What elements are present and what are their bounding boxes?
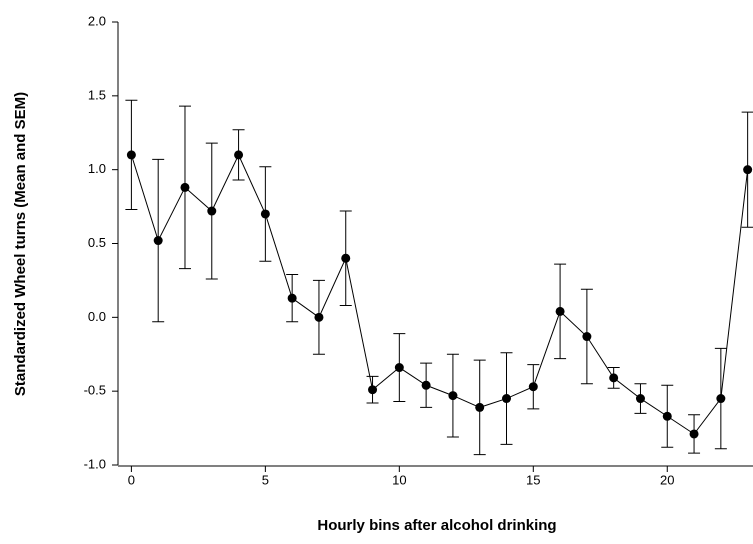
data-point (180, 182, 190, 192)
data-point (341, 253, 351, 263)
data-point (662, 411, 672, 421)
data-point (635, 394, 645, 404)
data-point (153, 236, 163, 246)
data-line (130, 153, 749, 435)
x-tick-label: 15 (526, 472, 540, 487)
data-point (475, 402, 485, 412)
data-point (260, 209, 270, 219)
data-point (314, 312, 324, 322)
data-point (528, 382, 538, 392)
data-point (689, 429, 699, 439)
data-point (743, 165, 753, 175)
y-axis-title: Standardized Wheel turns (Mean and SEM) (12, 92, 29, 396)
y-tick-label: -1.0 (84, 456, 106, 471)
data-point (126, 150, 136, 160)
y-tick-label: 1.0 (88, 161, 106, 176)
data-point (287, 293, 297, 303)
data-point (448, 391, 458, 401)
data-point (609, 373, 619, 383)
x-tick-label: 0 (128, 472, 135, 487)
x-tick-label: 10 (392, 472, 406, 487)
data-point (368, 385, 378, 395)
data-point (502, 394, 512, 404)
y-tick-label: 0.0 (88, 309, 106, 324)
x-tick-label: 20 (660, 472, 674, 487)
x-axis-title: Hourly bins after alcohol drinking (317, 517, 556, 534)
y-tick-label: 2.0 (88, 13, 106, 28)
data-point (555, 306, 565, 316)
data-point (207, 206, 217, 216)
y-tick-label: -0.5 (84, 383, 106, 398)
data-point (582, 332, 592, 342)
data-point (234, 150, 244, 160)
y-tick-label: 0.5 (88, 235, 106, 250)
data-point (421, 380, 431, 390)
data-point (716, 394, 726, 404)
x-tick-label: 5 (262, 472, 269, 487)
y-tick-label: 1.5 (88, 87, 106, 102)
data-point (394, 363, 404, 373)
